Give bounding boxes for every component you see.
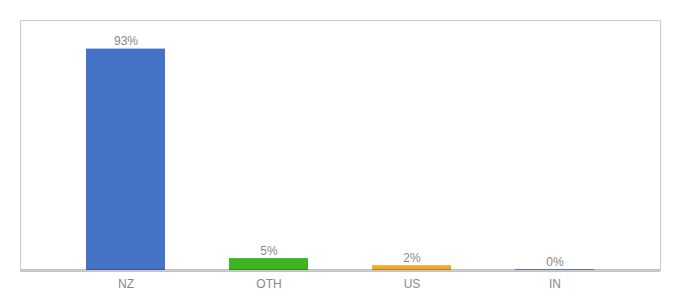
svg-text:IN: IN [549, 277, 561, 291]
svg-text:2%: 2% [403, 251, 421, 265]
svg-text:0%: 0% [546, 255, 564, 269]
svg-text:US: US [404, 277, 421, 291]
svg-text:NZ: NZ [118, 277, 134, 291]
svg-text:OTH: OTH [256, 277, 281, 291]
svg-text:5%: 5% [260, 244, 278, 258]
svg-text:93%: 93% [114, 34, 138, 48]
